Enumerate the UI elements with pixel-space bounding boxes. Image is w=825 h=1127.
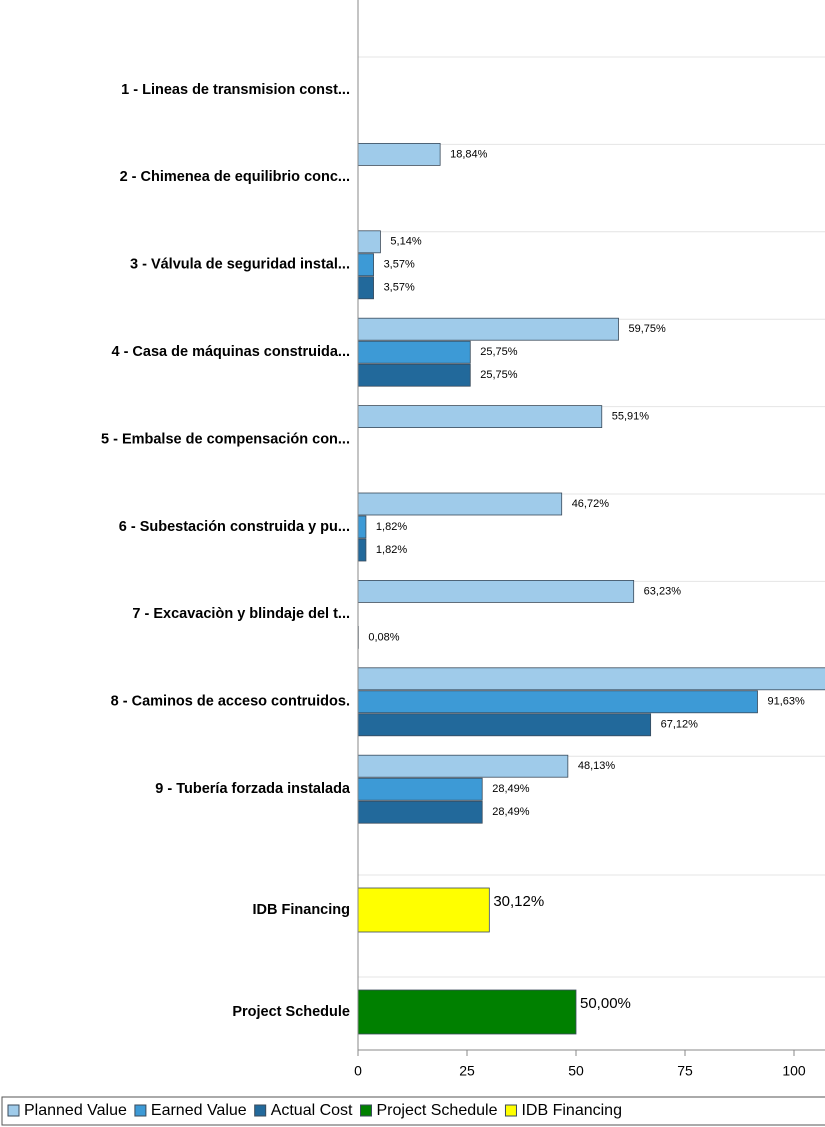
bar	[357, 340, 471, 364]
value-label: 59,75%	[629, 323, 667, 335]
value-label: 28,49%	[492, 806, 530, 818]
value-label: 50,00%	[580, 995, 631, 1012]
legend-label: IDB Financing	[521, 1102, 622, 1119]
y-tick-label: 8 - Caminos de acceso contruidos.	[111, 694, 350, 710]
value-label: 30,12%	[493, 893, 544, 910]
x-tick-label: 100	[782, 1063, 806, 1079]
bar	[357, 253, 374, 277]
y-tick-label: 1 - Lineas de transmision const...	[121, 82, 350, 98]
bar	[357, 276, 374, 300]
legend-label: Project Schedule	[377, 1102, 498, 1119]
x-tick-label: 25	[459, 1063, 475, 1079]
bar	[357, 230, 381, 254]
bar	[357, 363, 471, 387]
value-label: 63,23%	[644, 585, 682, 597]
y-tick-label: 2 - Chimenea de equilibrio conc...	[120, 169, 350, 185]
y-tick-label: IDB Financing	[253, 902, 350, 918]
bar	[357, 777, 483, 801]
bar	[357, 317, 619, 341]
legend-swatch	[360, 1104, 372, 1117]
y-tick-label: 5 - Embalse de compensación con...	[101, 431, 350, 447]
value-label: 1,82%	[376, 521, 407, 533]
legend-swatch	[7, 1104, 20, 1117]
bar	[357, 887, 490, 933]
value-label: 67,12%	[661, 719, 699, 731]
y-tick-label: 9 - Tubería forzada instalada	[155, 781, 351, 797]
value-label: 55,91%	[612, 411, 650, 423]
bar	[357, 515, 367, 539]
x-tick-label: 50	[568, 1063, 584, 1079]
legend-swatch	[254, 1104, 267, 1117]
value-label: 91,63%	[768, 696, 806, 708]
bar	[357, 754, 569, 778]
bar	[357, 713, 652, 737]
bar	[357, 800, 483, 824]
value-label: 28,49%	[492, 783, 530, 795]
x-tick-label: 75	[677, 1063, 693, 1079]
value-label: 0,08%	[368, 631, 399, 643]
value-label: 46,72%	[572, 498, 610, 510]
value-label: 18,84%	[450, 148, 488, 160]
legend-label: Planned Value	[24, 1102, 127, 1119]
bar	[357, 538, 367, 562]
plot-area: 18,84% 5,14% 59,75% 55,91% 46,72% 63,23% 48,13…	[357, 56, 825, 1035]
value-label: 1,82%	[376, 544, 407, 556]
legend-box	[1, 1096, 825, 1126]
bar	[357, 142, 441, 166]
y-tick-label: 3 - Válvula de seguridad instal...	[130, 257, 350, 273]
value-label: 3,57%	[384, 259, 415, 271]
value-label: 48,13%	[578, 760, 616, 772]
bar	[357, 405, 603, 429]
y-tick-label: 6 - Subestación construida y pu...	[119, 519, 350, 535]
legend-label: Earned Value	[151, 1102, 247, 1119]
legend-swatch	[504, 1104, 517, 1117]
bar	[357, 492, 563, 516]
legend-swatch	[134, 1104, 147, 1117]
value-label: 25,75%	[480, 369, 518, 381]
y-tick-label: 4 - Casa de máquinas construida...	[111, 344, 350, 360]
value-label: 5,14%	[390, 236, 421, 248]
y-tick-label: Project Schedule	[232, 1004, 350, 1020]
legend-label: Actual Cost	[271, 1102, 353, 1119]
bar	[357, 690, 758, 714]
bar	[357, 989, 577, 1035]
value-label: 25,75%	[480, 346, 518, 358]
bar	[357, 667, 825, 691]
y-tick-label: 7 - Excavaciòn y blindaje del t...	[132, 606, 350, 622]
x-tick-label: 0	[354, 1063, 362, 1079]
value-label: 3,57%	[384, 282, 415, 294]
bar	[357, 580, 635, 603]
